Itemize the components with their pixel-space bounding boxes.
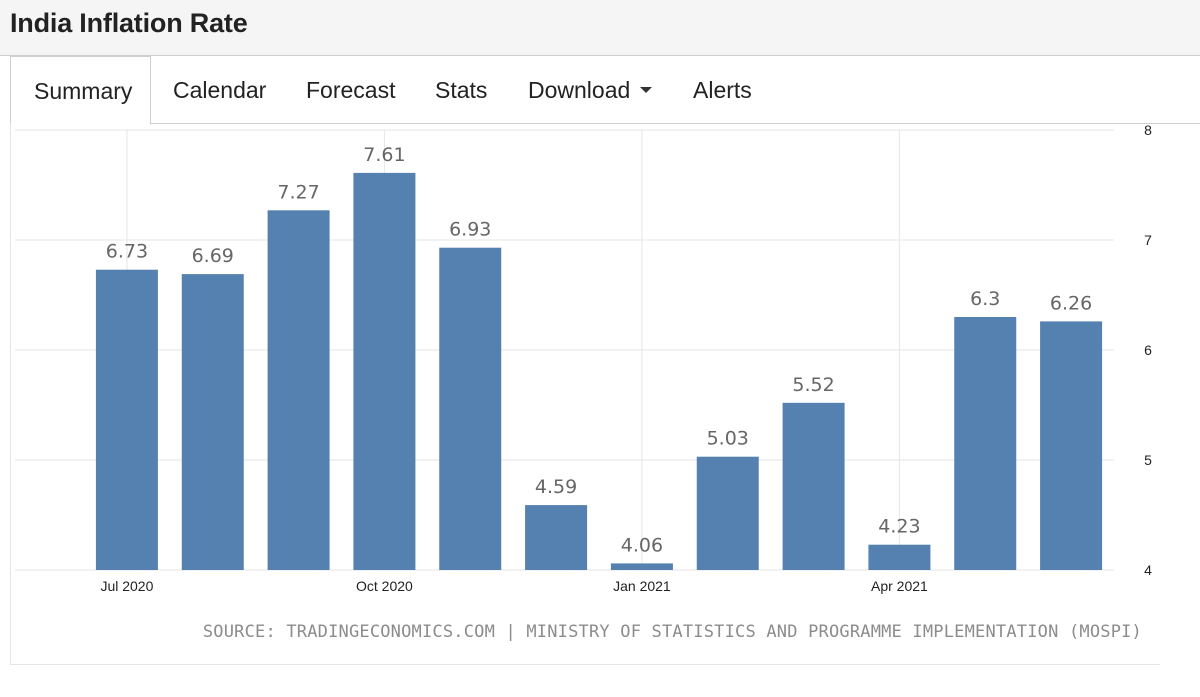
bar bbox=[696, 456, 759, 570]
bar bbox=[181, 274, 244, 570]
tab-summary[interactable]: Summary bbox=[10, 56, 152, 125]
tab-stats[interactable]: Stats bbox=[435, 56, 487, 124]
tab-download[interactable]: Download bbox=[528, 56, 653, 124]
tab-forecast-label: Forecast bbox=[306, 77, 396, 103]
bar bbox=[954, 317, 1017, 570]
bar bbox=[868, 544, 931, 570]
bar bbox=[353, 172, 416, 570]
bar-value-label: 7.27 bbox=[277, 181, 319, 203]
page-title: India Inflation Rate bbox=[10, 8, 248, 38]
bar-value-label: 6.26 bbox=[1050, 292, 1092, 314]
bar-value-label: 6.73 bbox=[106, 241, 148, 263]
bar-value-label: 7.61 bbox=[363, 144, 405, 166]
tab-forecast[interactable]: Forecast bbox=[306, 56, 395, 124]
bar bbox=[1040, 321, 1103, 570]
tab-alerts-label: Alerts bbox=[693, 77, 752, 103]
bar bbox=[610, 563, 673, 570]
y-tick-label: 4 bbox=[1144, 562, 1152, 578]
x-tick-label: Apr 2021 bbox=[871, 578, 928, 594]
bar bbox=[267, 210, 330, 571]
bar bbox=[782, 402, 845, 570]
bar-value-label: 5.52 bbox=[792, 374, 834, 396]
header: India Inflation Rate bbox=[0, 0, 1200, 56]
y-tick-label: 8 bbox=[1144, 122, 1152, 138]
tab-download-label: Download bbox=[528, 77, 631, 103]
bar-value-label: 4.06 bbox=[621, 534, 663, 556]
bar-value-label: 4.23 bbox=[878, 516, 920, 538]
chart-panel bbox=[10, 123, 1160, 665]
tab-stats-label: Stats bbox=[435, 77, 488, 103]
x-tick-label: Jul 2020 bbox=[100, 578, 153, 594]
bar bbox=[525, 505, 588, 570]
bar-value-label: 6.3 bbox=[970, 288, 1000, 310]
bar-value-label: 4.59 bbox=[535, 476, 577, 498]
bar-value-label: 6.69 bbox=[192, 245, 234, 267]
tab-bar: Summary Calendar Forecast Stats Download… bbox=[10, 56, 1200, 125]
tab-summary-label: Summary bbox=[34, 78, 133, 104]
tab-alerts[interactable]: Alerts bbox=[693, 56, 752, 124]
bar-value-label: 6.93 bbox=[449, 219, 491, 241]
source-note: SOURCE: TRADINGECONOMICS.COM | MINISTRY … bbox=[202, 622, 1142, 642]
tab-calendar-label: Calendar bbox=[173, 77, 267, 103]
bar bbox=[439, 247, 502, 570]
x-tick-label: Oct 2020 bbox=[356, 578, 413, 594]
bar bbox=[95, 269, 158, 570]
y-tick-label: 7 bbox=[1144, 232, 1152, 248]
y-tick-label: 6 bbox=[1144, 342, 1152, 358]
caret-down-icon bbox=[640, 86, 653, 93]
inflation-bar-chart: 4 5 6 7 8 Jul 2020 Oct 2020 Jan 2021 Apr 2021 6.7… bbox=[15, 122, 1152, 594]
x-tick-label: Jan 2021 bbox=[613, 578, 671, 594]
tab-calendar[interactable]: Calendar bbox=[173, 56, 266, 124]
y-tick-label: 5 bbox=[1144, 452, 1152, 468]
bar-value-label: 5.03 bbox=[707, 428, 749, 450]
